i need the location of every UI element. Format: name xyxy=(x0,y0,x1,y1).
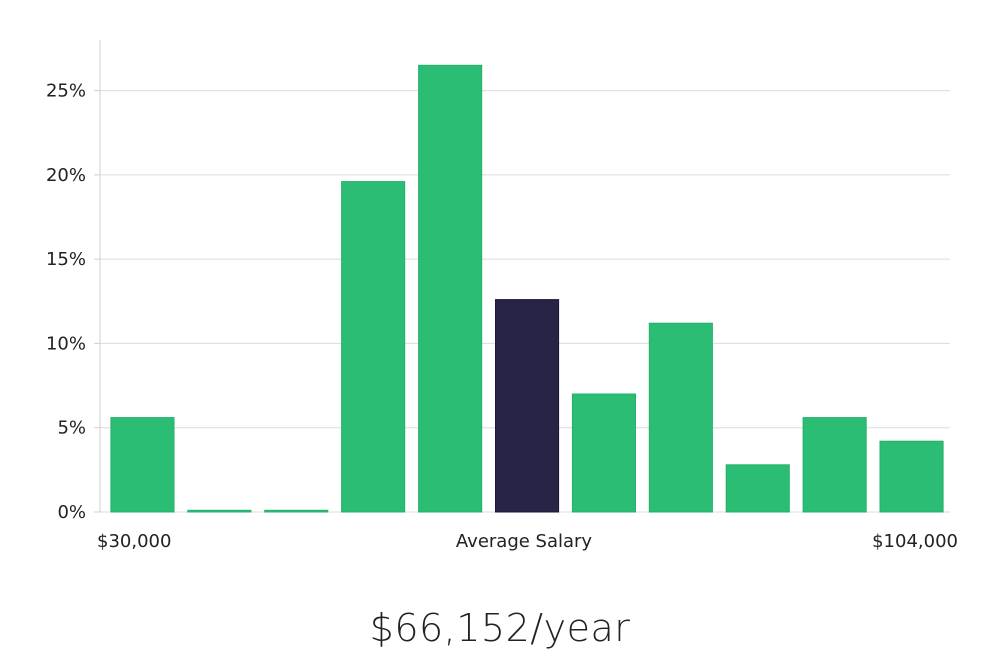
y-tick-label-15: 15% xyxy=(46,249,86,270)
bar-7 xyxy=(571,393,637,513)
x-label-average: Average Salary xyxy=(456,531,593,552)
y-tick-label-0: 0% xyxy=(57,502,86,523)
y-tick-label-25: 25% xyxy=(46,81,86,102)
bar-9 xyxy=(725,464,790,513)
average-salary-value: $66,152/year xyxy=(369,606,631,650)
y-tick-label-5: 5% xyxy=(57,418,86,439)
bar-10 xyxy=(802,417,867,513)
bar-2 xyxy=(187,509,252,513)
bar-3 xyxy=(264,509,329,513)
y-tick-label-20: 20% xyxy=(46,165,86,186)
bars xyxy=(110,64,944,513)
bar-11 xyxy=(879,440,944,513)
salary-histogram: 0%5%10%15%20%25% $30,000 Average Salary … xyxy=(46,40,958,552)
bar-average xyxy=(495,299,560,513)
bar-5 xyxy=(418,64,483,513)
bar-1 xyxy=(110,417,175,513)
y-tick-label-10: 10% xyxy=(46,333,86,354)
x-label-min: $30,000 xyxy=(97,531,171,552)
x-label-max: $104,000 xyxy=(872,531,958,552)
y-axis-ticks: 0% 5% 10% 15% 20% 25% xyxy=(46,81,100,523)
bar-8 xyxy=(648,322,713,513)
bar-4 xyxy=(341,181,406,513)
